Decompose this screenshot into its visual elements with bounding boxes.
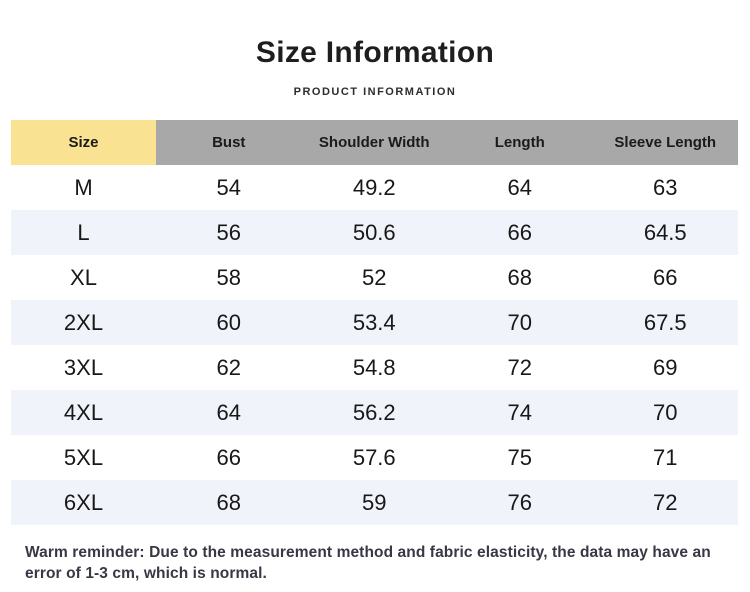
shoulder-width-cell: 52 [362,264,387,290]
length-cell: 72 [507,354,532,380]
length-cell: 66 [507,219,532,245]
size-cell: 3XL [63,354,104,380]
bust-cell: 56 [216,219,241,245]
bust-cell: 58 [216,264,241,290]
sleeve-length-cell: 64.5 [643,219,687,245]
shoulder-width-cell: 49.2 [352,174,396,200]
table-row: M 54 49.2 64 63 [11,165,738,210]
table-header-row: Size Bust Shoulder Width Length Sleeve L… [11,120,738,165]
page-subtitle: PRODUCT INFORMATION [293,86,457,98]
bust-cell: 62 [216,354,241,380]
length-cell: 76 [507,489,532,515]
sleeve-length-cell: 66 [653,264,678,290]
length-cell: 70 [507,309,532,335]
shoulder-width-cell: 50.6 [352,219,396,245]
size-table: Size Bust Shoulder Width Length Sleeve L… [11,120,738,525]
sleeve-length-cell: 72 [653,489,678,515]
length-cell: 68 [507,264,532,290]
size-cell: 5XL [63,444,104,470]
size-cell: 6XL [63,489,104,515]
length-cell: 74 [507,399,532,425]
table-body: M 54 49.2 64 63 L 56 50.6 66 64.5 XL 58 … [11,165,738,525]
size-cell: M [74,174,93,200]
sleeve-length-cell: 70 [653,399,678,425]
bust-cell: 68 [216,489,241,515]
column-header-shoulder-width: Shoulder Width [301,120,447,165]
size-cell: 4XL [63,399,104,425]
size-cell: L [77,219,90,245]
shoulder-width-cell: 57.6 [352,444,396,470]
length-cell: 64 [507,174,532,200]
column-header-sleeve-length: Sleeve Length [592,120,738,165]
table-row: 3XL 62 54.8 72 69 [11,345,738,390]
table-row: 5XL 66 57.6 75 71 [11,435,738,480]
column-header-size: Size [11,120,156,165]
bust-cell: 66 [216,444,241,470]
column-header-length: Length [447,120,593,165]
table-row: 4XL 64 56.2 74 70 [11,390,738,435]
table-row: L 56 50.6 66 64.5 [11,210,738,255]
size-cell: XL [70,264,97,290]
sleeve-length-cell: 67.5 [643,309,687,335]
bust-cell: 64 [216,399,241,425]
bust-cell: 54 [216,174,241,200]
sleeve-length-cell: 63 [653,174,678,200]
page-title: Size Information [255,36,495,69]
warm-reminder-note: Warm reminder: Due to the measurement me… [25,544,711,582]
size-cell: 2XL [63,309,104,335]
sleeve-length-cell: 71 [653,444,678,470]
shoulder-width-cell: 54.8 [352,354,396,380]
shoulder-width-cell: 56.2 [352,399,396,425]
sleeve-length-cell: 69 [653,354,678,380]
bust-cell: 60 [216,309,241,335]
shoulder-width-cell: 59 [362,489,387,515]
column-header-bust: Bust [156,120,302,165]
table-row: 2XL 60 53.4 70 67.5 [11,300,738,345]
shoulder-width-cell: 53.4 [352,309,396,335]
length-cell: 75 [507,444,532,470]
table-row: XL 58 52 68 66 [11,255,738,300]
table-row: 6XL 68 59 76 72 [11,480,738,525]
